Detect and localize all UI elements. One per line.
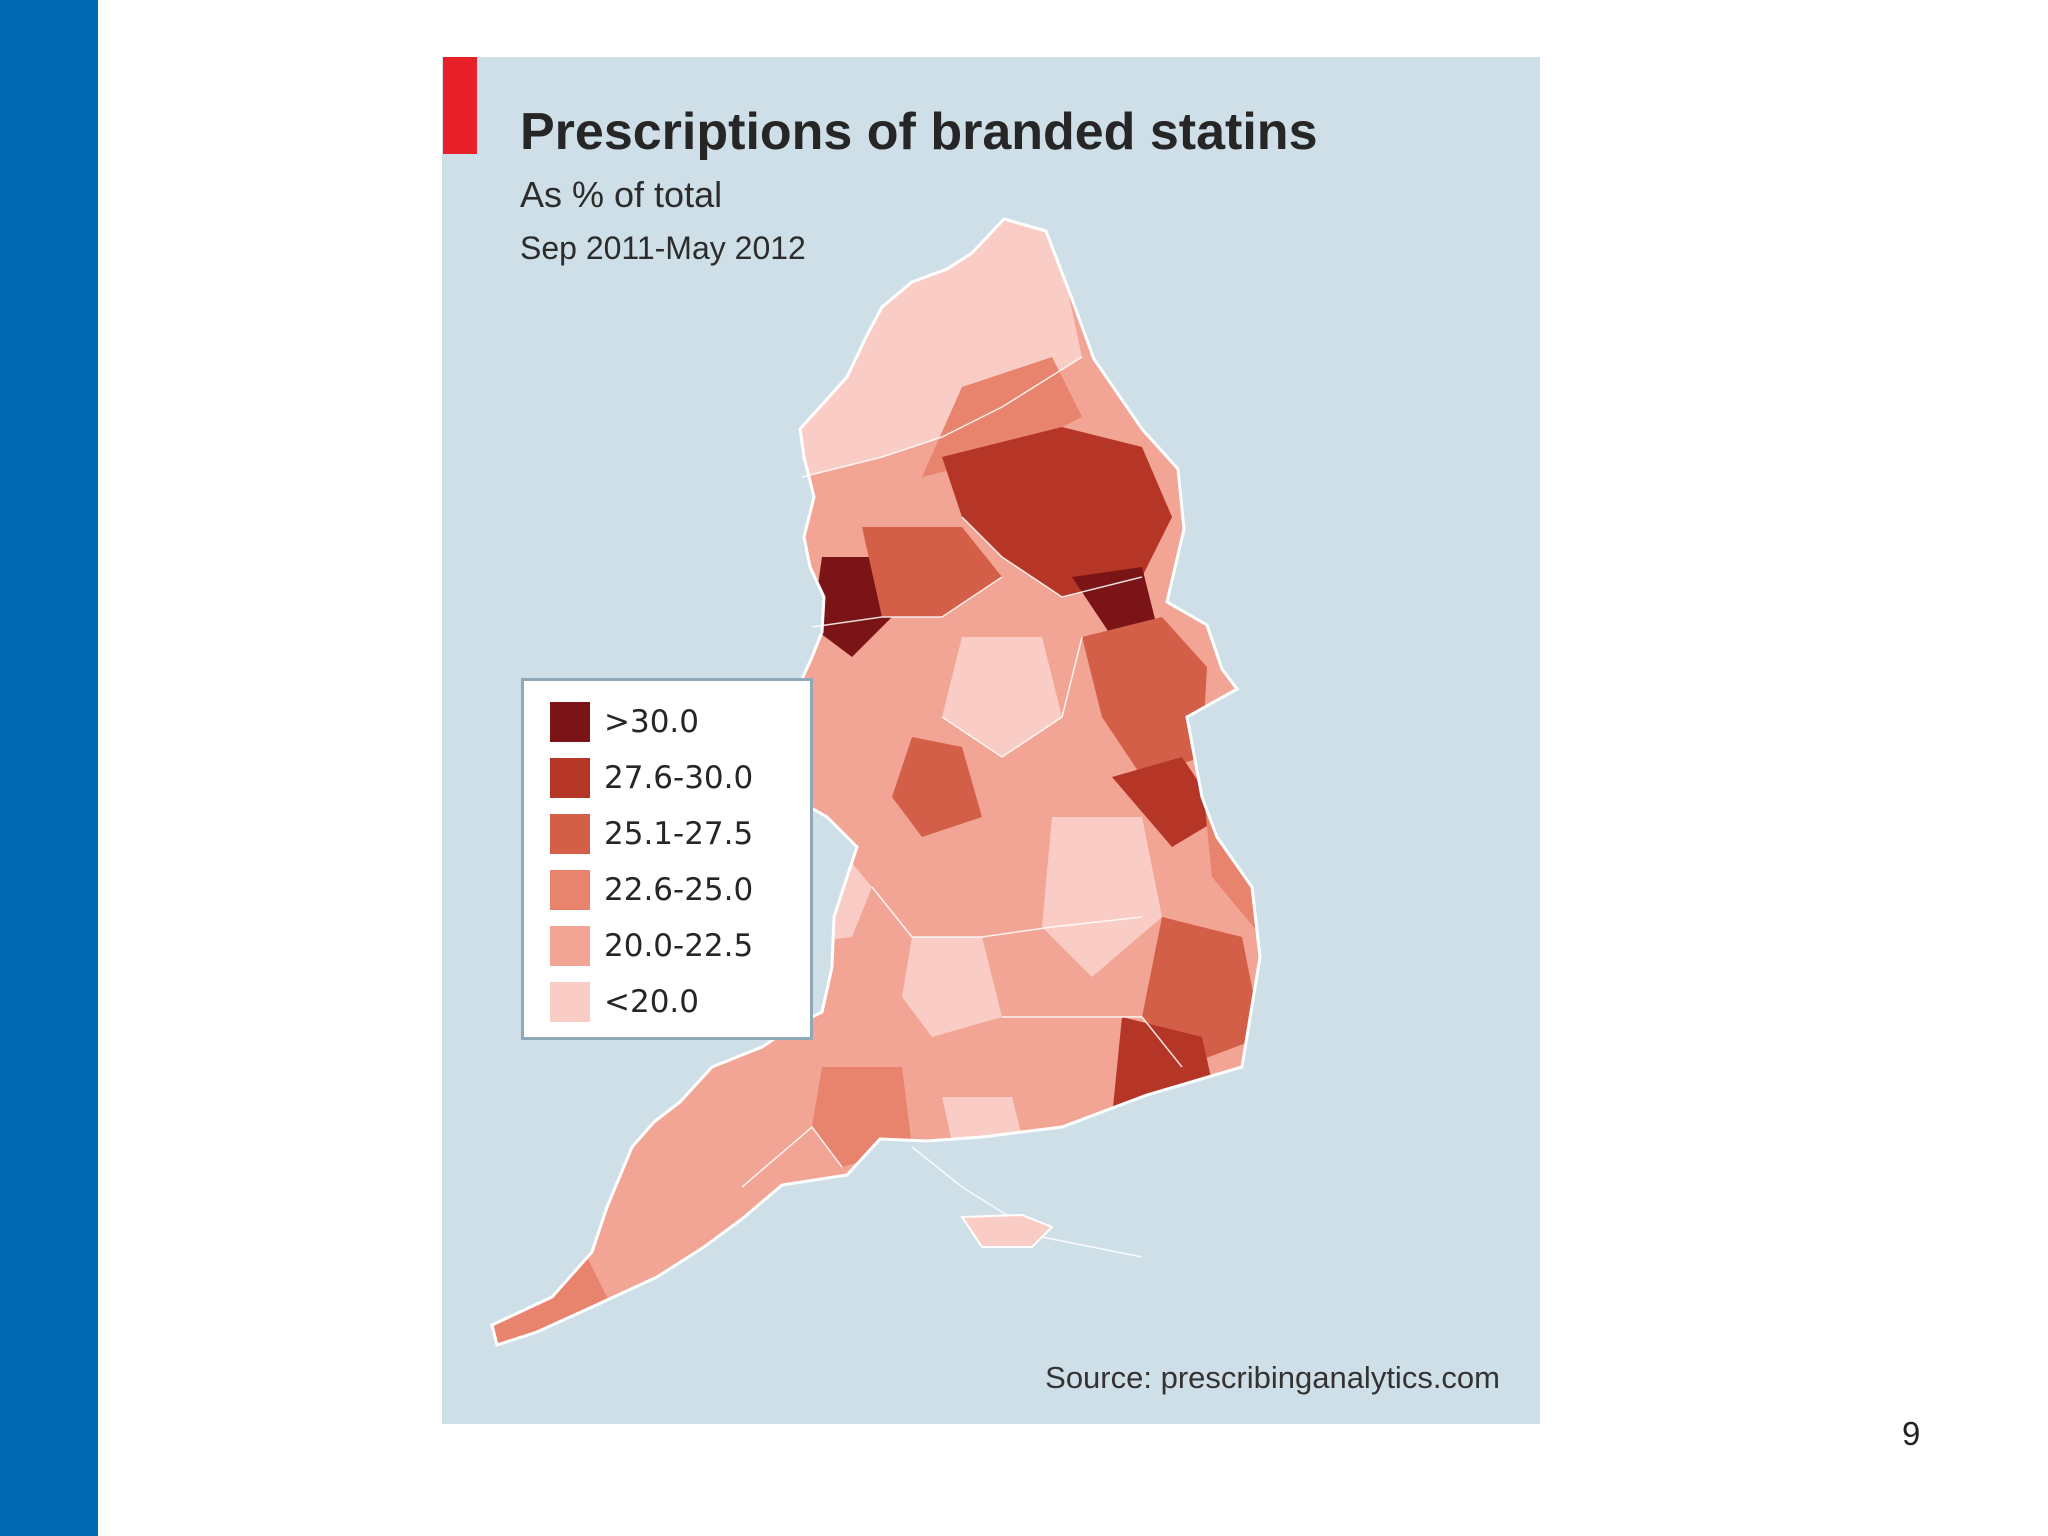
region-staffordshire	[892, 737, 982, 837]
region-borders	[741, 356, 1183, 1258]
region-northeast	[922, 357, 1082, 477]
legend-label: 22.6-25.0	[604, 872, 754, 908]
map-title: Prescriptions of branded statins	[520, 103, 1318, 161]
legend-label: <20.0	[604, 984, 699, 1020]
region-merseyside	[812, 557, 892, 657]
isle-of-wight	[960, 1213, 1054, 1248]
map-legend: >30.0 27.6-30.0 25.1-27.5 22.6-25.0 20.0…	[521, 678, 813, 1040]
region-derbyshire	[942, 637, 1062, 757]
legend-item: 20.0-22.5	[550, 925, 753, 967]
region-northwest-light	[792, 219, 1082, 477]
map-period: Sep 2011-May 2012	[520, 230, 806, 266]
legend-swatch	[550, 702, 590, 742]
legend-label: >30.0	[604, 704, 699, 740]
region-humber	[1072, 567, 1157, 637]
legend-swatch	[550, 758, 590, 798]
legend-item: 25.1-27.5	[550, 813, 753, 855]
slide-sidebar	[0, 0, 98, 1536]
region-east-kent	[1242, 1137, 1260, 1237]
legend-item: <20.0	[550, 981, 699, 1023]
map-subtitle: As % of total	[520, 174, 723, 215]
legend-item: >30.0	[550, 701, 699, 743]
legend-label: 20.0-22.5	[604, 928, 754, 964]
legend-item: 22.6-25.0	[550, 869, 753, 911]
legend-item: 27.6-30.0	[550, 757, 753, 799]
region-lancashire	[862, 527, 1002, 617]
legend-label: 25.1-27.5	[604, 816, 754, 852]
region-devon	[592, 1137, 742, 1287]
coastline-outline	[490, 217, 1262, 1347]
accent-bar	[443, 57, 477, 154]
legend-swatch	[550, 926, 590, 966]
region-lincolnshire	[1082, 617, 1207, 777]
region-gloucestershire	[902, 937, 1002, 1037]
legend-swatch	[550, 814, 590, 854]
legend-swatch	[550, 982, 590, 1022]
map-source: Source: prescribinganalytics.com	[1045, 1360, 1500, 1395]
region-sussex	[1042, 1137, 1202, 1257]
region-east-midlands-light	[1042, 817, 1162, 977]
region-wash	[1112, 757, 1222, 847]
legend-label: 27.6-30.0	[604, 760, 754, 796]
legend-swatch	[550, 870, 590, 910]
region-kent	[1182, 1067, 1260, 1227]
page-number: 9	[1902, 1415, 1921, 1452]
